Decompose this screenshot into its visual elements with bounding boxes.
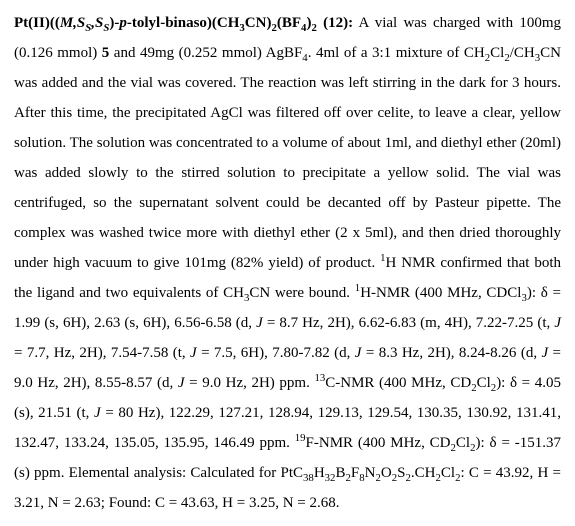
ea-formula: .CH <box>411 465 436 481</box>
nmr-1h-data: = 7.7, Hz, 2H), 7.54-7.58 (t, <box>14 345 190 361</box>
coupling-constant: J <box>190 345 197 361</box>
nmr-13c-label: C-NMR (400 MHz, CD <box>325 375 471 391</box>
body-text: /CH <box>510 45 535 61</box>
nmr-1h-label: H-NMR (400 MHz, CDCl <box>360 285 521 301</box>
sup: 19 <box>295 432 306 444</box>
sub: 38 <box>303 472 314 484</box>
ea-formula: N <box>365 465 376 481</box>
title-acn-mid: CN) <box>245 15 272 31</box>
ea-formula: F <box>351 465 359 481</box>
nmr-1h-data: = 8.3 Hz, 2H), 8.24-8.26 (d, <box>361 345 541 361</box>
ea-formula: Cl <box>441 465 455 481</box>
coupling-constant: J <box>178 375 185 391</box>
coupling-constant: J <box>94 405 101 421</box>
nmr-1h-data: = 8.7 Hz, 2H), 6.62-6.83 (m, 4H), 7.22-7… <box>263 315 555 331</box>
body-text: Cl <box>477 375 491 391</box>
body-text: Cl <box>490 45 504 61</box>
ea-formula: B <box>335 465 345 481</box>
title-open: (( <box>50 15 60 31</box>
ea-formula: H <box>314 465 325 481</box>
body-text: . 4ml of a 3:1 mixture of CH <box>308 45 485 61</box>
coupling-constant: J <box>554 315 561 331</box>
nmr-1h-data: = 7.5, 6H), 7.80-7.82 (d, <box>197 345 355 361</box>
body-text: and 49mg (0.252 mmol) AgBF <box>109 45 302 61</box>
coupling-constant: J <box>256 315 263 331</box>
compound-title: Pt(II)((M,SS,SS)-p-tolyl-binaso)(CH3CN)2… <box>14 15 353 31</box>
title-bf4-open: (BF <box>277 15 301 31</box>
body-text: Cl <box>456 435 470 451</box>
stereo-descriptor: M,SS,SS <box>60 15 110 31</box>
nmr-19f-label: F-NMR (400 MHz, CD <box>306 435 451 451</box>
title-ligand-core: )- <box>109 15 119 31</box>
body-text: CN was added and the vial was covered. T… <box>14 45 561 271</box>
ea-formula: O <box>381 465 392 481</box>
title-element: Pt(II) <box>14 15 50 31</box>
sup: 13 <box>314 372 325 384</box>
sub: 32 <box>325 472 336 484</box>
body-text: CN were bound. <box>249 285 354 301</box>
nmr-1h-data: = 9.0 Hz, 2H) ppm. <box>185 375 315 391</box>
title-aryl-rest: -tolyl-binaso)(CH <box>127 15 240 31</box>
paragraph-block: Pt(II)((M,SS,SS)-p-tolyl-binaso)(CH3CN)2… <box>0 0 575 526</box>
para-prefix: p <box>119 15 127 31</box>
compound-number: (12): <box>317 15 353 31</box>
